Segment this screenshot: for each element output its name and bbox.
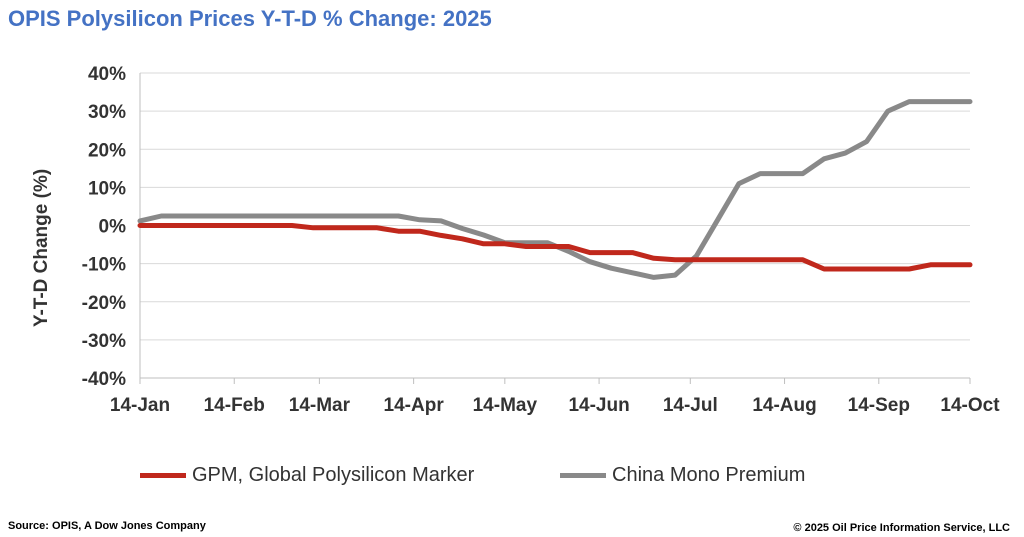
y-axis-title: Y-T-D Change (%) — [31, 169, 52, 327]
source-note: Source: OPIS, A Dow Jones Company — [8, 520, 206, 532]
legend-label-china-mono: China Mono Premium — [612, 464, 806, 486]
x-tick-label: 14-Apr — [384, 395, 445, 416]
x-tick-label: 14-Mar — [289, 395, 351, 416]
x-tick-label: 14-Jun — [568, 395, 629, 416]
x-tick-label: 14-Feb — [204, 395, 265, 416]
legend-swatch-china-mono — [560, 473, 606, 478]
x-tick-label: 14-May — [473, 395, 538, 416]
y-tick-label: 0% — [99, 217, 127, 238]
x-tick-label: 14-Aug — [752, 395, 816, 416]
gridlines — [140, 72, 970, 341]
y-tick-label: -20% — [82, 293, 126, 314]
y-tick-label: 30% — [88, 102, 126, 123]
x-tick-label: 14-Oct — [940, 395, 1000, 416]
x-tick-label: 14-Jan — [110, 395, 170, 416]
x-tick-label: 14-Jul — [663, 395, 718, 416]
copyright-note: © 2025 Oil Price Information Service, LL… — [793, 522, 1010, 534]
chart-title: OPIS Polysilicon Prices Y-T-D % Change: … — [8, 6, 492, 31]
y-tick-label: 10% — [88, 178, 126, 199]
y-tick-label: 20% — [88, 140, 126, 161]
legend-item-china-mono: China Mono Premium — [560, 464, 805, 487]
legend-item-gpm: GPM, Global Polysilicon Marker — [140, 464, 474, 487]
legend-label-gpm: GPM, Global Polysilicon Marker — [192, 464, 475, 486]
series-lines — [137, 99, 973, 280]
y-tick-labels: 40% 30% 20% 10% 0% -10% -20% -30% -40% — [82, 64, 126, 390]
y-tick-label: -10% — [82, 255, 126, 276]
x-tick-label: 14-Sep — [848, 395, 910, 416]
legend-swatch-gpm — [140, 473, 186, 478]
legend: GPM, Global Polysilicon Marker China Mon… — [0, 464, 1024, 494]
series-line-gpm — [137, 223, 973, 272]
axes — [139, 73, 971, 384]
y-tick-label: -30% — [82, 331, 126, 352]
y-tick-label: -40% — [82, 369, 126, 390]
y-tick-label: 40% — [88, 64, 126, 85]
series-line-china-mono — [137, 99, 973, 280]
x-tick-labels: 14-Jan 14-Feb 14-Mar 14-Apr 14-May 14-Jun 14-J… — [110, 395, 1000, 416]
